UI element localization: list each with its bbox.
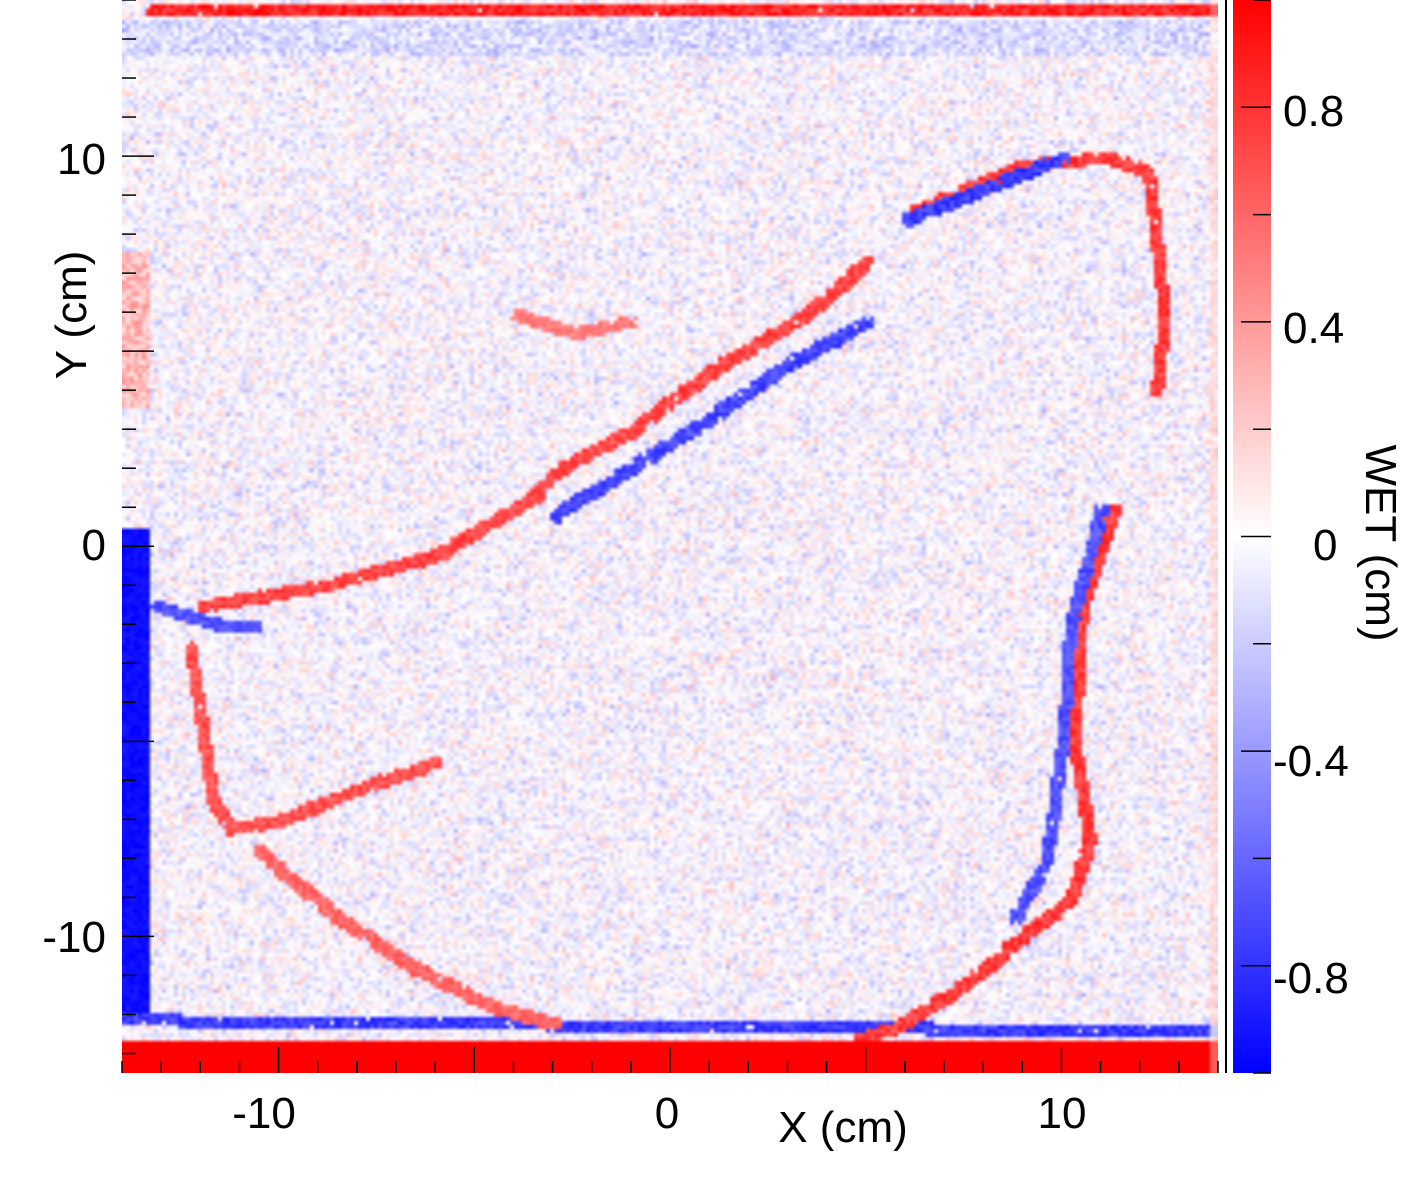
- x-axis-title: X (cm): [778, 1103, 908, 1152]
- colorbar-tick-label: 0.8: [1283, 87, 1344, 136]
- colorbar-tick-label: 0: [1313, 521, 1337, 570]
- y-tick-label: 0: [82, 521, 106, 570]
- colorbar-tick-label: 0.4: [1283, 304, 1344, 353]
- y-tick-label: -10: [42, 913, 106, 962]
- colorbar-tick-label: -0.4: [1273, 737, 1349, 786]
- y-axis-ticks: [122, 0, 154, 1055]
- x-tick-label: 0: [655, 1089, 679, 1138]
- x-axis-ticks: [121, 1047, 1219, 1073]
- plot-area: [122, 0, 1218, 1073]
- y-axis-title: Y (cm): [47, 251, 96, 380]
- colorbar-tick-label: -0.8: [1273, 954, 1349, 1003]
- x-tick-label: 10: [1038, 1089, 1087, 1138]
- colorbar-ticks: [1241, 0, 1271, 1074]
- heatmap-raster: [122, 0, 1218, 1073]
- y-tick-label: 10: [57, 135, 106, 184]
- colorbar-title: WET (cm): [1356, 444, 1405, 641]
- x-tick-label: -10: [232, 1089, 296, 1138]
